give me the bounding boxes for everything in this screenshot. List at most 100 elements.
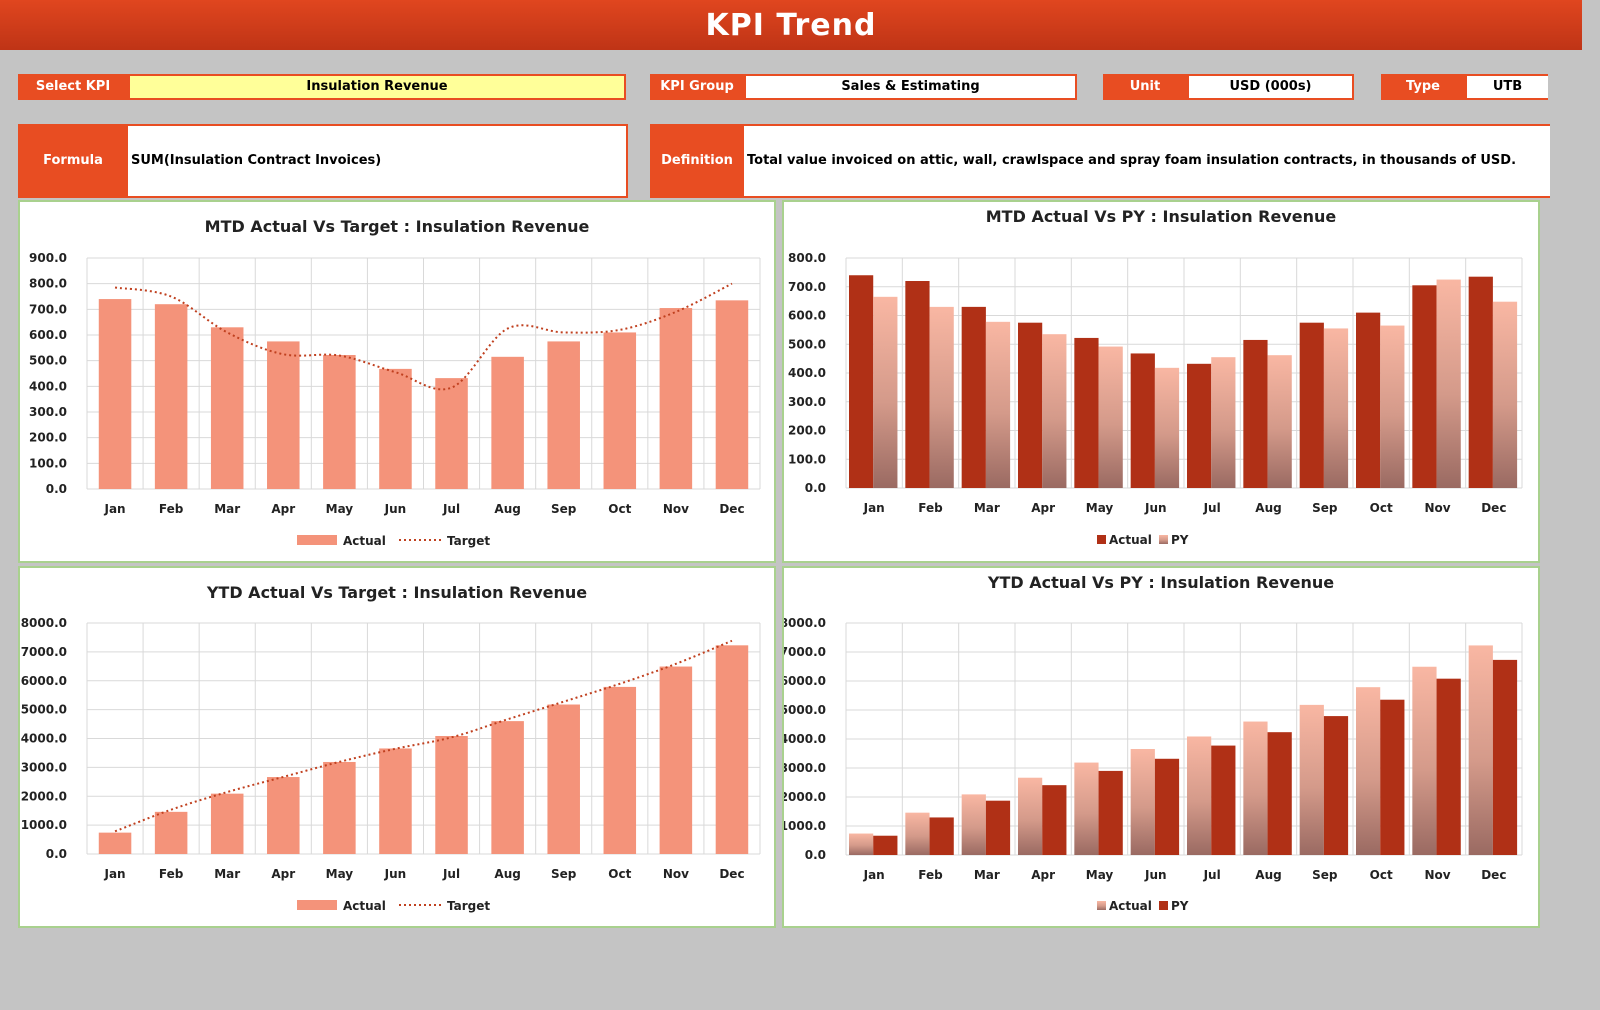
py-bar [873,296,898,488]
actual-bar [961,306,986,488]
x-tick-label: Apr [1031,868,1055,882]
legend-actual-label: Actual [1109,899,1152,913]
y-tick-label: 200.0 [788,424,826,438]
py-bar [1211,357,1236,488]
kpi-group-label: KPI Group [650,74,744,100]
x-tick-label: Sep [551,867,577,881]
y-tick-label: 500.0 [29,354,67,368]
x-tick-label: Dec [1481,868,1506,882]
actual-bar [379,368,412,489]
y-tick-label: 5000.0 [21,703,67,717]
x-tick-label: Jan [863,501,885,515]
chart-svg: 0.0 100.0 200.0 300.0 400.0 500.0 600.0 700.0 80… [788,251,1523,547]
y-tick-label: 6000.0 [21,674,67,688]
x-tick-label: Aug [1255,868,1281,882]
y-tick-label: 400.0 [788,366,826,380]
py-bar [1492,659,1518,855]
formula-value: SUM(Insulation Contract Invoices) [128,124,628,198]
y-tick-label: 500.0 [788,337,826,351]
x-tick-label: Apr [271,502,295,516]
py-bar [1098,346,1123,488]
y-tick-label: 1000.0 [21,818,67,832]
chart-title: MTD Actual Vs Target : Insulation Revenu… [204,217,590,236]
y-tick-label: 0.0 [46,482,67,496]
x-tick-label: Dec [1481,501,1506,515]
actual-bar [849,833,874,855]
y-tick-label: 300.0 [788,395,826,409]
y-tick-label: 3000.0 [21,760,67,774]
actual-bar [905,812,930,855]
x-tick-label: Oct [608,867,631,881]
select-kpi-dropdown[interactable]: Insulation Revenue [128,74,626,100]
chart-svg: 0.0 1000.0 2000.0 3000.0 4000.0 5000.0 6000.0 7… [784,616,1523,913]
actual-bar [98,832,132,854]
py-bar [1154,367,1180,488]
actual-bar [1412,666,1437,855]
select-kpi-label: Select KPI [18,74,128,100]
legend-actual-swatch [1097,535,1106,544]
mtd-actual-vs-target-chart: MTD Actual Vs Target : Insulation Revenu… [18,200,776,563]
x-tick-label: Sep [1312,501,1338,515]
x-tick-label: Jul [442,867,460,881]
x-tick-label: Apr [1031,501,1055,515]
formula-label: Formula [18,124,128,198]
py-bar [1042,334,1067,488]
x-tick-label: Aug [494,502,520,516]
actual-bar [98,299,132,489]
actual-bar [323,355,356,489]
y-tick-label: 600.0 [29,328,67,342]
actual-bar [1412,285,1437,488]
unit-value: USD (000s) [1187,74,1354,100]
y-tick-label: 200.0 [29,431,67,445]
x-tick-label: Jun [1144,501,1167,515]
actual-bar [323,761,356,854]
type-value: UTB [1465,74,1548,100]
x-tick-label: Jun [1144,868,1167,882]
y-tick-label: 5000.0 [784,703,826,717]
actual-bar [154,811,188,854]
py-bar [1323,328,1349,488]
target-line [114,282,733,391]
y-tick-label: 300.0 [29,405,67,419]
y-tick-label: 600.0 [788,309,826,323]
py-bar [1267,355,1292,488]
actual-bar [1243,339,1268,488]
legend-target-label: Target [447,899,490,913]
actual-bar [1130,353,1155,488]
x-tick-label: Dec [719,867,744,881]
unit-label: Unit [1103,74,1187,100]
definition-value: Total value invoiced on attic, wall, cra… [744,124,1550,198]
chart-svg: 0.0 100.0 200.0 300.0 400.0 500.0 600.0 700.0 80… [29,251,761,548]
x-tick-label: Jan [103,502,125,516]
actual-bar [1356,312,1381,488]
x-tick-label: Feb [918,501,943,515]
py-bar [1154,758,1180,855]
actual-bar [1074,337,1099,488]
py-bar [1042,785,1067,855]
ytd-actual-vs-py-chart: YTD Actual Vs PY : Insulation Revenue 0.… [782,566,1540,928]
chart-svg: 0.0 1000.0 2000.0 3000.0 4000.0 5000.0 6000.0 7… [21,616,761,913]
actual-bar [154,304,188,489]
py-bar [985,321,1011,488]
actual-bar [547,704,580,854]
y-tick-label: 7000.0 [21,645,67,659]
py-bar [1323,716,1349,855]
x-tick-label: Feb [159,502,184,516]
y-tick-label: 800.0 [788,251,826,265]
x-tick-label: Jan [103,867,125,881]
x-tick-label: May [326,867,354,881]
x-tick-label: Jul [1203,501,1221,515]
x-tick-label: Mar [214,867,240,881]
legend-actual-swatch [1097,901,1106,910]
x-tick-label: Jul [442,502,460,516]
y-tick-label: 8000.0 [21,616,67,630]
definition-label: Definition [650,124,744,198]
actual-bar [1074,762,1099,855]
ytd-actual-vs-target-chart: YTD Actual Vs Target : Insulation Revenu… [18,566,776,928]
x-tick-label: Aug [494,867,520,881]
mtd-actual-vs-py-chart: MTD Actual Vs PY : Insulation Revenue 0.… [782,200,1540,563]
legend-actual-label: Actual [343,534,386,548]
actual-bar [961,794,986,855]
chart-title: YTD Actual Vs PY : Insulation Revenue [987,573,1335,592]
actual-bar [379,748,412,854]
